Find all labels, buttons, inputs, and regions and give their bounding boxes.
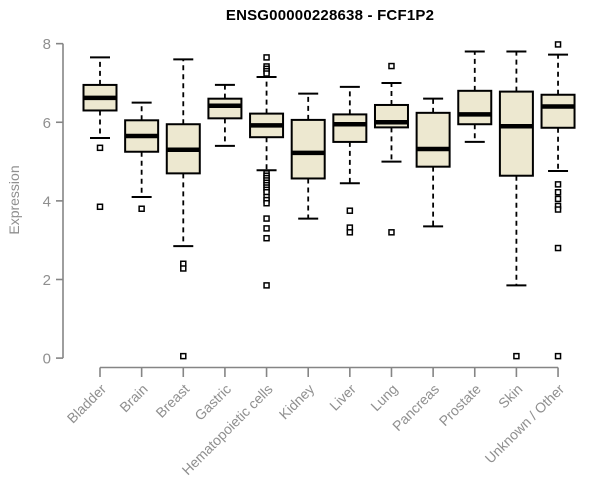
box-group-bladder — [82, 56, 118, 211]
outlier-point — [180, 265, 187, 272]
outlier-point — [346, 229, 354, 236]
box-group-lung — [373, 62, 409, 236]
box-rect — [207, 97, 243, 120]
outlier-point — [263, 225, 270, 232]
outlier-point — [554, 41, 562, 48]
x-tick-label-prostate: Prostate — [436, 381, 484, 429]
chart-title: ENSG00000228638 - FCF1P2 — [225, 7, 435, 24]
x-tick-label-kidney: Kidney — [276, 381, 318, 423]
outlier-point — [263, 54, 270, 61]
outlier-point — [554, 206, 562, 213]
outlier-point — [554, 195, 562, 203]
outlier-point — [263, 215, 270, 222]
outlier-point — [96, 203, 104, 211]
box-group-unknown-other — [540, 41, 576, 360]
box-group-brain — [124, 101, 160, 212]
y-tick-label: 8 — [43, 36, 51, 53]
x-tick-label-brain: Brain — [116, 381, 150, 415]
outlier-point — [263, 199, 270, 207]
box-group-hematopoietic-cells — [249, 54, 285, 289]
box-group-gastric — [207, 83, 243, 147]
y-tick-label: 6 — [43, 115, 51, 132]
x-tick-label-breast: Breast — [152, 381, 192, 421]
x-tick-label-skin: Skin — [495, 381, 526, 412]
x-tick-label-liver: Liver — [326, 381, 359, 414]
outlier-point — [180, 352, 187, 360]
box-rect — [415, 111, 451, 168]
box-rect — [540, 93, 576, 129]
outlier-point — [554, 352, 562, 360]
x-tick-label-unknown-other: Unknown / Other — [482, 381, 568, 467]
outlier-point — [388, 229, 395, 236]
outlier-point — [138, 205, 145, 212]
outlier-point — [263, 234, 270, 242]
outlier-point — [554, 244, 562, 252]
box-group-skin — [498, 50, 534, 360]
outlier-point — [554, 181, 562, 188]
box-rect — [498, 90, 534, 177]
outlier-point — [263, 70, 270, 77]
box-rect — [290, 118, 326, 180]
outlier-point — [554, 188, 562, 196]
outlier-point — [388, 62, 395, 70]
y-axis: 0 2 4 6 8 — [43, 36, 64, 368]
box-group-kidney — [290, 92, 326, 220]
box-group-prostate — [457, 50, 493, 143]
outlier-point — [513, 352, 520, 360]
box-group-breast — [165, 58, 201, 360]
y-tick-label: 0 — [43, 351, 51, 368]
box-rect — [457, 89, 493, 126]
outlier-point — [96, 144, 104, 152]
box-group-pancreas — [415, 97, 451, 228]
x-tick-label-lung: Lung — [367, 381, 400, 414]
y-tick-label: 4 — [43, 193, 51, 210]
outlier-point — [263, 282, 270, 289]
x-tick-label-bladder: Bladder — [64, 381, 110, 427]
box-group-liver — [332, 85, 368, 236]
outlier-point — [346, 207, 354, 214]
box-rect — [332, 113, 368, 143]
y-tick-label: 2 — [43, 272, 51, 289]
